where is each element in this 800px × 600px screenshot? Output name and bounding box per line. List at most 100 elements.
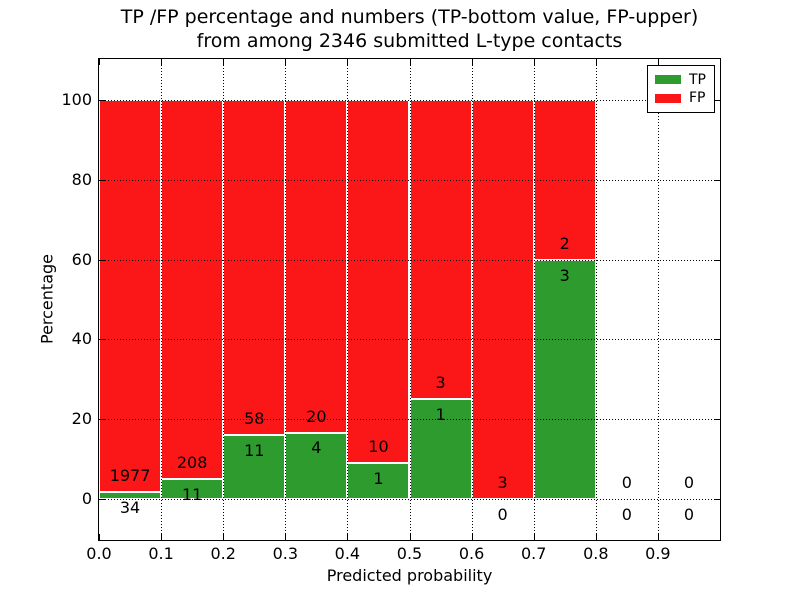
axis-tick-left (99, 100, 105, 101)
bar-count-fp: 0 (683, 473, 695, 493)
x-tick-label: 0.3 (272, 544, 299, 563)
x-tick-label: 0.9 (645, 544, 671, 563)
bar-count-tp: 11 (181, 484, 203, 504)
y-tick-label: 0 (81, 489, 92, 508)
axis-tick-right (714, 100, 720, 101)
bar-count-tp: 1 (373, 468, 384, 488)
bar-count-tp: 0 (497, 504, 508, 524)
axis-tick-bottom (161, 534, 163, 540)
legend-entry-tp: TP (655, 73, 707, 87)
x-tick-label: 0.0 (86, 544, 112, 563)
bar-segment-fp (409, 100, 472, 400)
gridline-x (223, 59, 225, 540)
axis-tick-top (161, 59, 163, 65)
axis-tick-bottom (409, 534, 411, 540)
y-tick-label: 40 (71, 329, 92, 349)
y-tick-label: 80 (71, 169, 92, 189)
bar-count-fp: 3 (497, 473, 508, 493)
gridline-x (285, 59, 287, 540)
bar-segment-fp (99, 100, 162, 493)
y-tick-label: 100 (61, 90, 92, 109)
x-tick-label: 0.5 (396, 544, 423, 563)
axis-tick-top (99, 59, 100, 65)
gridline-x (657, 59, 659, 540)
bar-segment-tp (99, 492, 162, 499)
bar-count-tp: 11 (244, 441, 265, 461)
bar-count-fp: 0 (621, 473, 632, 493)
axis-tick-bottom (595, 534, 597, 540)
plot-area: 1977 34 208 11 58 11 20 4 10 1 3 1 3 0 2 3 0 0 0 0 (98, 58, 721, 541)
axis-tick-top (223, 59, 225, 65)
legend: TP FP (647, 65, 715, 113)
axis-tick-right (714, 179, 720, 181)
axis-tick-left (99, 339, 105, 341)
axis-tick-bottom (657, 534, 659, 540)
gridline-x (409, 59, 411, 540)
bar-segment-tp (285, 432, 348, 499)
axis-tick-left (99, 419, 105, 421)
axis-tick-left (99, 179, 105, 181)
bar-count-fp: 2 (559, 233, 570, 253)
bar-count-fp: 58 (244, 409, 265, 429)
axis-tick-bottom (533, 534, 535, 540)
chart-title-line1: TP /FP percentage and numbers (TP-bottom… (120, 6, 699, 28)
bar-count-tp: 3 (559, 265, 570, 285)
gridline-x (471, 59, 473, 540)
x-axis-label: Predicted probability (326, 566, 493, 585)
x-tick-label: 0.2 (210, 544, 236, 563)
axis-tick-right (714, 499, 720, 500)
legend-entry-fp: FP (655, 91, 707, 105)
gridline-x (161, 59, 163, 540)
chart-title: TP /FP percentage and numbers (TP-bottom… (98, 5, 721, 53)
axis-tick-right (714, 259, 720, 261)
gridline-x (595, 59, 597, 540)
x-tick-label: 0.1 (148, 544, 174, 563)
bar-count-fp: 20 (306, 406, 327, 426)
legend-label-tp: TP (689, 71, 706, 88)
axis-tick-top (657, 59, 659, 65)
legend-swatch-tp (655, 75, 681, 85)
axis-tick-left (99, 499, 105, 500)
axis-tick-bottom (471, 534, 473, 540)
bar-segment-fp (223, 100, 286, 436)
axis-tick-top (595, 59, 597, 65)
bar-count-tp: 34 (119, 498, 141, 518)
legend-label-fp: FP (689, 90, 706, 107)
bar-segment-fp (347, 100, 410, 463)
x-tick-label: 0.4 (334, 544, 361, 563)
legend-swatch-fp (655, 93, 681, 103)
bar-count-tp: 0 (621, 504, 632, 524)
axis-tick-right (714, 339, 720, 341)
y-tick-label: 60 (71, 249, 92, 269)
axis-tick-bottom (99, 534, 100, 540)
axis-tick-bottom (347, 534, 349, 540)
chart-title-line2: from among 2346 submitted L-type contact… (196, 30, 623, 52)
axis-tick-top (471, 59, 473, 65)
bar-count-tp: 4 (311, 438, 322, 458)
x-tick-label: 0.6 (458, 544, 485, 563)
bar-segment-tp (533, 259, 596, 499)
gridline-x (347, 59, 349, 540)
axis-tick-top (533, 59, 535, 65)
axis-tick-top (285, 59, 287, 65)
bar-count-fp: 208 (176, 452, 208, 472)
axis-tick-top (409, 59, 411, 65)
x-tick-label: 0.8 (583, 544, 609, 563)
bar-segment-tp (223, 435, 286, 499)
bar-segment-fp (161, 100, 224, 479)
bar-count-tp: 1 (435, 405, 446, 425)
axis-tick-left (99, 259, 105, 261)
bar-count-fp: 3 (435, 373, 446, 393)
axis-tick-bottom (223, 534, 225, 540)
axis-tick-right (714, 419, 720, 421)
y-tick-label: 20 (71, 409, 92, 429)
axis-tick-bottom (285, 534, 287, 540)
gridline-x (533, 59, 535, 540)
bar-segment-fp (471, 100, 534, 499)
bar-count-fp: 10 (368, 436, 389, 456)
x-tick-label: 0.7 (520, 544, 547, 563)
axis-tick-top (347, 59, 349, 65)
bar-count-tp: 0 (683, 504, 695, 524)
bar-segment-fp (285, 100, 348, 433)
